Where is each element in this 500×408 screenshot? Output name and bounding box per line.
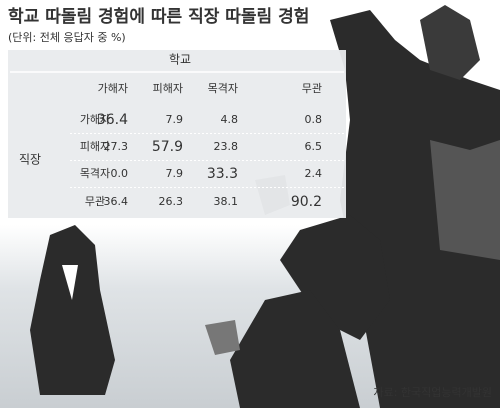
cell: 4.8	[221, 113, 239, 126]
cell: 36.4	[97, 112, 128, 128]
column-header: 목격자	[208, 82, 238, 95]
column-header: 피해자	[153, 81, 183, 95]
cell: 33.3	[207, 166, 238, 182]
column-group: 학교	[169, 53, 191, 67]
column-header: 가해자	[98, 81, 128, 95]
column-header: 무관	[302, 82, 322, 95]
row-group: 직장	[19, 153, 41, 167]
title: 학교 따돌림 경험에 따른 직장 따돌림 경험	[8, 6, 309, 27]
cell: 26.3	[159, 195, 184, 208]
table-panel	[8, 50, 346, 218]
cell: 38.1	[214, 195, 239, 208]
cell: 6.5	[305, 140, 323, 153]
row-header: 목격자	[80, 167, 110, 180]
cell: 27.3	[104, 140, 129, 153]
cell: 7.9	[166, 167, 184, 180]
cell: 57.9	[152, 139, 183, 155]
cell: 23.8	[214, 140, 239, 153]
row-header: 피해자	[80, 139, 110, 153]
cell: 36.4	[104, 195, 129, 208]
row-header: 가해자	[80, 112, 110, 126]
cell: 0.8	[305, 113, 323, 126]
cell: 90.2	[291, 194, 322, 210]
subtitle: (단위: 전체 응답자 중 %)	[8, 31, 126, 44]
cell: 0.0	[111, 167, 129, 180]
source: 자료: 한국직업능력개발원	[373, 386, 492, 399]
cell: 2.4	[305, 167, 323, 180]
cell: 7.9	[166, 113, 184, 126]
row-header: 무관	[85, 195, 105, 208]
